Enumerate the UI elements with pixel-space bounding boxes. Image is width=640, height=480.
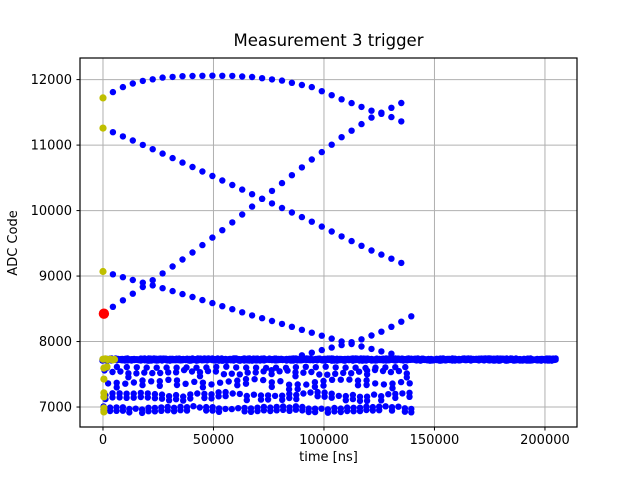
- series-row-7190: [102, 388, 413, 405]
- series-row-6990: [100, 403, 415, 417]
- y-tick-label: 11000: [31, 139, 72, 154]
- series-trace-rising-from-trigger: [109, 99, 405, 310]
- x-tick-label: 200000: [520, 433, 570, 448]
- series-trace-rising-top: [109, 72, 405, 125]
- tick-labels: 0 50000 100000 150000 200000 7000 8000 9000 1000…: [31, 73, 570, 448]
- start-markers: [99, 94, 119, 416]
- plot-title: Measurement 3 trigger: [233, 31, 424, 50]
- x-tick-label: 150000: [410, 433, 460, 448]
- x-tick-label: 100000: [299, 433, 349, 448]
- series-row-7385: [104, 375, 413, 393]
- y-tick-label: 9000: [39, 270, 72, 285]
- y-tick-label: 10000: [31, 204, 72, 219]
- y-tick-label: 8000: [39, 335, 72, 350]
- axes-box: [79, 57, 578, 428]
- y-tick-label: 7000: [39, 401, 72, 416]
- series-trace-falling-upper: [109, 129, 405, 267]
- x-tick-label: 50000: [193, 433, 234, 448]
- y-tick-label: 12000: [31, 73, 72, 88]
- series-trace-falling-lower: [109, 271, 395, 357]
- series-baseline-band: [99, 355, 559, 364]
- series-row-7530: [101, 366, 410, 381]
- y-axis-label: ADC Code: [6, 210, 21, 276]
- x-tick-label: 0: [99, 433, 107, 448]
- series-trace-rising-tail: [298, 313, 415, 359]
- trigger-marker: [98, 308, 110, 319]
- x-axis-label: time [ns]: [299, 450, 358, 465]
